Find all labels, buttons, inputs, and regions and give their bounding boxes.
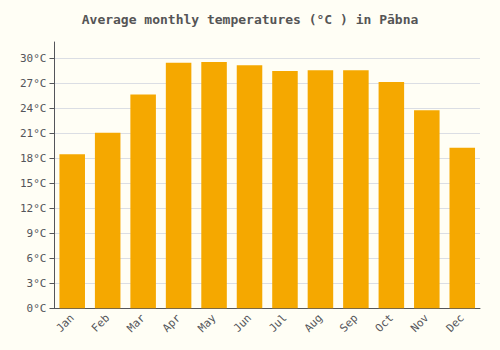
- svg-text:Mar: Mar: [125, 311, 148, 334]
- svg-text:Jun: Jun: [231, 312, 254, 335]
- svg-text:15°C: 15°C: [20, 177, 47, 190]
- svg-text:Oct: Oct: [373, 312, 396, 335]
- svg-text:Average monthly temperatures (: Average monthly temperatures (°C ) in Pā…: [82, 12, 419, 27]
- svg-text:3°C: 3°C: [27, 277, 47, 290]
- svg-text:21°C: 21°C: [20, 127, 47, 140]
- svg-text:Feb: Feb: [89, 312, 112, 335]
- svg-text:18°C: 18°C: [20, 152, 47, 165]
- svg-text:Dec: Dec: [444, 312, 467, 335]
- svg-text:May: May: [195, 311, 218, 334]
- svg-text:6°C: 6°C: [27, 252, 47, 265]
- svg-text:27°C: 27°C: [20, 77, 47, 90]
- svg-text:24°C: 24°C: [20, 102, 47, 115]
- svg-text:Apr: Apr: [160, 311, 183, 334]
- svg-text:Sep: Sep: [337, 312, 360, 335]
- svg-text:Jul: Jul: [266, 312, 289, 335]
- svg-text:Jan: Jan: [54, 312, 77, 335]
- svg-text:Aug: Aug: [302, 312, 325, 335]
- svg-text:Nov: Nov: [408, 311, 431, 334]
- svg-text:12°C: 12°C: [20, 202, 47, 215]
- svg-text:30°C: 30°C: [20, 52, 47, 65]
- svg-text:0°C: 0°C: [27, 302, 47, 315]
- svg-text:9°C: 9°C: [27, 227, 47, 240]
